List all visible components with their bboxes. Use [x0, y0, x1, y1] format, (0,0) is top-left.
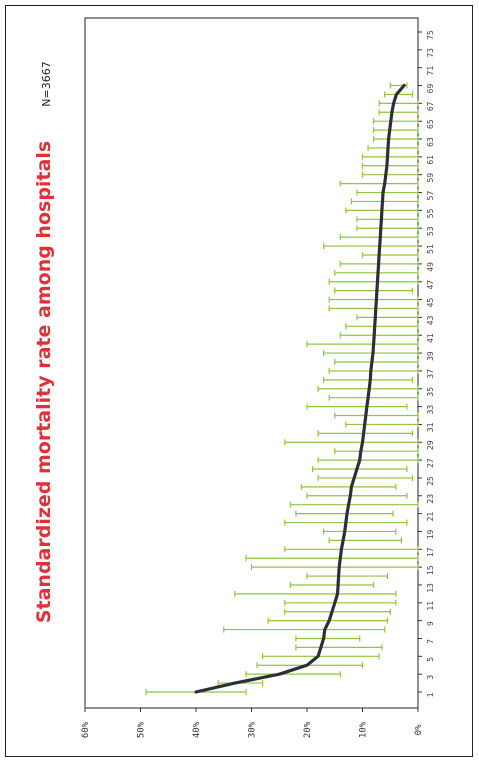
x-tick-label: 45	[426, 298, 435, 308]
x-tick-label: 69	[426, 84, 435, 94]
x-tick-label: 29	[426, 440, 435, 450]
x-tick-label: 53	[426, 226, 435, 236]
series-line-group	[194, 83, 406, 694]
x-tick-label: 13	[426, 583, 435, 593]
x-tick-label: 51	[426, 244, 435, 254]
x-tick-label: 27	[426, 458, 435, 468]
y-tick-label: 0%	[414, 724, 424, 735]
plot-area	[84, 17, 419, 709]
x-tick-label: 47	[426, 280, 435, 290]
x-tick-label: 23	[426, 494, 435, 504]
x-tick-label: 25	[426, 476, 435, 486]
x-tick-label: 73	[426, 48, 435, 58]
x-tick-label: 63	[426, 137, 435, 147]
x-tick-label: 19	[426, 529, 435, 539]
y-tick-label: 50%	[137, 721, 147, 738]
x-tick-label: 11	[426, 601, 435, 611]
x-tick-label: 71	[426, 66, 435, 76]
x-tick-label: 57	[426, 191, 435, 201]
chart-title: Standardized mortality rate among hospit…	[33, 141, 55, 623]
x-tick-label: 37	[426, 369, 435, 379]
sample-size-annotation: N=3667	[40, 61, 53, 106]
y-tick-label: 60%	[81, 721, 91, 738]
x-tick-label: 5	[426, 657, 435, 662]
x-tick-label: 21	[426, 512, 435, 522]
y-tick-label: 40%	[192, 721, 202, 738]
x-tick-label: 31	[426, 422, 435, 432]
x-tick-label: 43	[426, 315, 435, 325]
x-tick-label: 55	[426, 208, 435, 218]
x-tick-label: 3	[426, 675, 435, 680]
x-ticks: 1357911131517192123252729313335373941434…	[418, 30, 435, 697]
series-line	[194, 83, 406, 694]
x-tick-label: 9	[426, 621, 435, 626]
error-bars	[145, 82, 419, 695]
x-tick-label: 65	[426, 119, 435, 129]
x-tick-label: 15	[426, 565, 435, 575]
x-tick-label: 1	[426, 692, 435, 697]
x-tick-label: 75	[426, 30, 435, 40]
y-tick-label: 10%	[359, 721, 369, 738]
x-tick-label: 7	[426, 639, 435, 644]
x-tick-label: 49	[426, 262, 435, 272]
x-tick-label: 35	[426, 387, 435, 397]
x-tick-label: 59	[426, 173, 435, 183]
x-tick-label: 67	[426, 101, 435, 111]
x-tick-label: 33	[426, 405, 435, 415]
x-tick-label: 39	[426, 351, 435, 361]
x-tick-label: 61	[426, 155, 435, 165]
y-tick-label: 30%	[248, 721, 258, 738]
y-ticks: 0% 10% 20% 30% 40% 50% 60%	[81, 708, 424, 738]
x-tick-label: 41	[426, 333, 435, 343]
y-tick-label: 20%	[303, 721, 313, 738]
x-tick-label: 17	[426, 547, 435, 557]
